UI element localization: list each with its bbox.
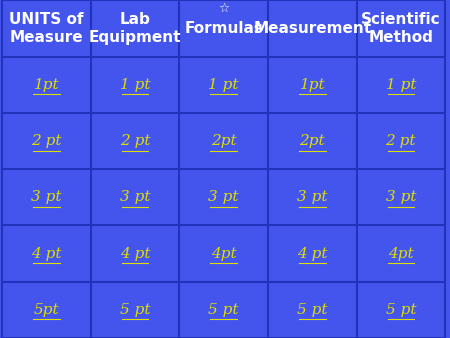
Text: 2pt: 2pt [299, 134, 325, 148]
Text: 2pt: 2pt [211, 134, 237, 148]
Text: 5 pt: 5 pt [297, 303, 328, 317]
Text: 4 pt: 4 pt [32, 247, 62, 261]
Text: 3 pt: 3 pt [297, 190, 328, 204]
Text: 4 pt: 4 pt [297, 247, 328, 261]
Text: 5 pt: 5 pt [386, 303, 416, 317]
Text: Formulas: Formulas [184, 21, 263, 36]
Text: Scientific
Method: Scientific Method [361, 13, 441, 45]
Text: 1 pt: 1 pt [208, 78, 239, 92]
Text: 2 pt: 2 pt [120, 134, 150, 148]
Text: 5pt: 5pt [34, 303, 59, 317]
Text: 4 pt: 4 pt [120, 247, 150, 261]
Text: 4pt: 4pt [211, 247, 237, 261]
Text: ☆: ☆ [218, 2, 230, 15]
Text: 3 pt: 3 pt [386, 190, 416, 204]
Text: UNITS of
Measure: UNITS of Measure [9, 13, 84, 45]
Text: 5 pt: 5 pt [120, 303, 150, 317]
Text: 1 pt: 1 pt [120, 78, 150, 92]
Text: 1 pt: 1 pt [386, 78, 416, 92]
Text: 1pt: 1pt [299, 78, 325, 92]
Text: 1pt: 1pt [34, 78, 59, 92]
Text: 4pt: 4pt [388, 247, 414, 261]
Text: 2 pt: 2 pt [32, 134, 62, 148]
Text: 3 pt: 3 pt [32, 190, 62, 204]
Text: 5 pt: 5 pt [208, 303, 239, 317]
Text: Measurement: Measurement [253, 21, 371, 36]
Text: 3 pt: 3 pt [208, 190, 239, 204]
Text: 3 pt: 3 pt [120, 190, 150, 204]
Text: Lab
Equipment: Lab Equipment [89, 13, 181, 45]
Text: 2 pt: 2 pt [386, 134, 416, 148]
